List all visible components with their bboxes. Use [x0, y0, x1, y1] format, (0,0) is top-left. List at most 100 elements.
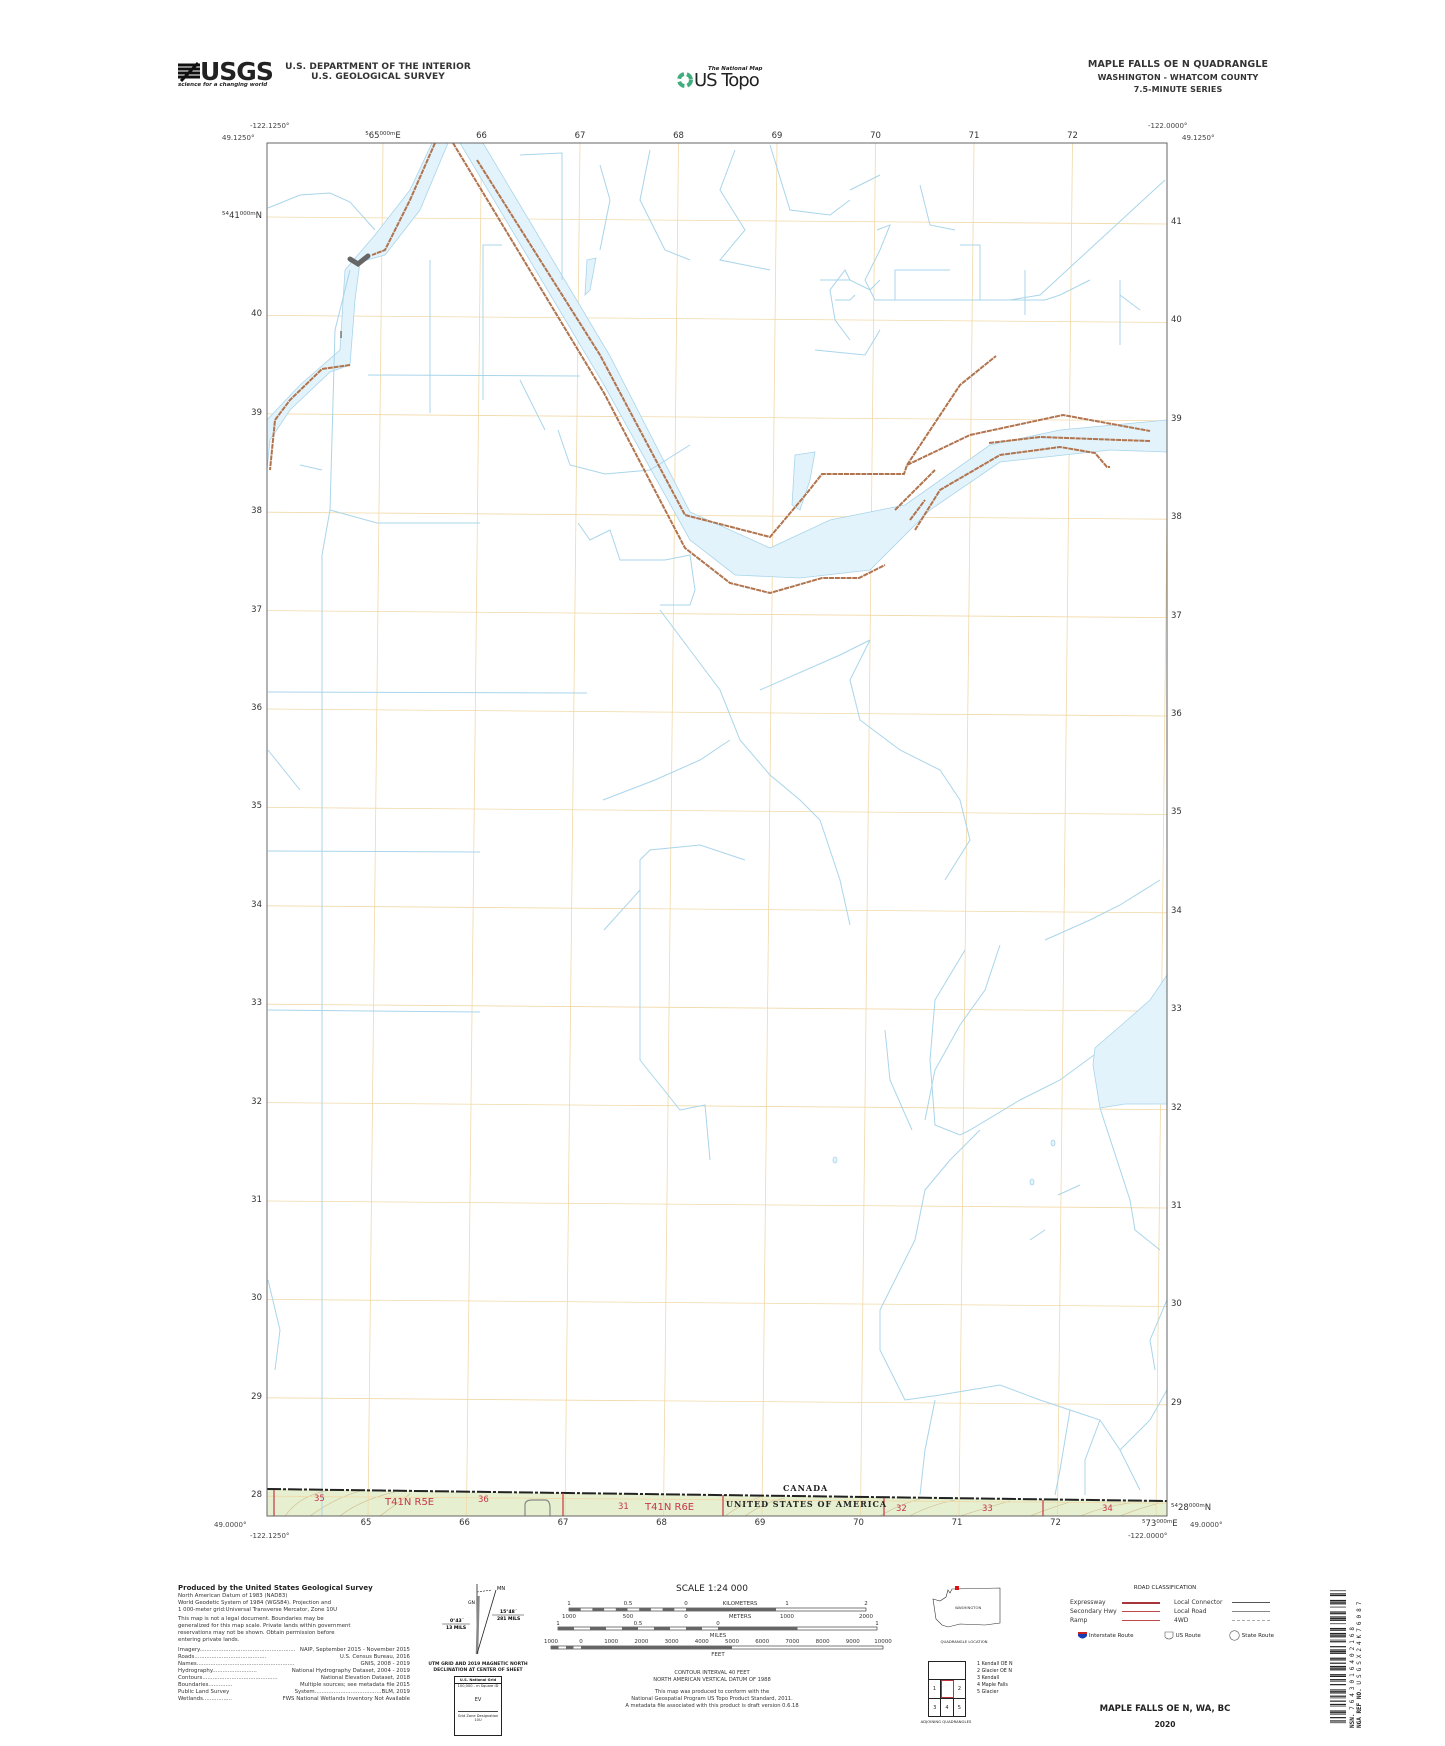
source-row: Contours................................…: [178, 1675, 410, 1682]
grid-line-northing: [267, 1299, 1167, 1307]
gn-label: GN: [468, 1600, 475, 1606]
grid-line-easting: [663, 143, 679, 1516]
scale-tick-label: 9000: [846, 1639, 860, 1645]
ne-latitude: 49.1250°: [1182, 134, 1215, 142]
grid-label-unit: N: [1204, 1503, 1212, 1513]
ref-label: NGA REF NO.: [1356, 1688, 1363, 1728]
grid-label: 69: [755, 1518, 766, 1528]
scale-bar-segment: [718, 1627, 798, 1630]
disclaimer-line: generalized for this map scale. Private …: [178, 1623, 351, 1629]
standard-line: This map was produced to conform with th…: [654, 1689, 770, 1695]
grid-label-value: 71: [968, 131, 980, 141]
grid-line-northing: [267, 610, 1167, 618]
river-west-channel: [267, 143, 449, 471]
mag-angle: 15°48´: [500, 1609, 518, 1615]
road-local: [524, 1499, 551, 1516]
grid-label-value: 67: [574, 131, 586, 141]
grid-label: 71: [969, 131, 980, 141]
grid-line-northing: [267, 807, 1167, 815]
grid-label-value: 34: [251, 899, 262, 910]
grid-label-unit: E: [395, 131, 401, 141]
grid-label: 35: [1171, 807, 1182, 817]
barcode-bar: [1330, 1634, 1346, 1636]
barcode-bar: [1330, 1603, 1346, 1605]
grid-label: 40: [1171, 315, 1182, 325]
grid-label: 31: [251, 1195, 262, 1205]
grid-label-value: 68: [673, 131, 684, 141]
datum-line: 1 000-meter grid:Universal Transverse Me…: [178, 1607, 338, 1613]
grid-line-northing: [267, 1200, 1167, 1209]
grid-label-value: 39: [1171, 413, 1182, 424]
township-label-east: T41N R6E: [645, 1502, 695, 1513]
adjoining-name: 4 Maple Falls: [977, 1683, 1008, 1688]
vertical-datum: NORTH AMERICAN VERTICAL DATUM OF 1988: [653, 1677, 771, 1683]
streams: [267, 144, 1167, 1516]
barcode-bar: [1330, 1657, 1346, 1659]
road-river-spur: [909, 499, 926, 521]
barcode-bar: [1330, 1646, 1346, 1648]
ref-number: USGSX24K76087: [1356, 1598, 1363, 1685]
grid-label-value: 38: [251, 506, 262, 517]
grid-line-easting: [1057, 143, 1073, 1516]
grid-line-northing: [267, 315, 1167, 323]
scale-tick-label: 0.5: [624, 1601, 633, 1607]
scale-tick-label: 2: [864, 1601, 868, 1607]
scale-bar-segment: [590, 1627, 606, 1630]
road-legend-row: Expressway Local Connector: [1070, 1598, 1275, 1607]
adjoining-caption: ADJOINING QUADRANGLES: [920, 1719, 972, 1724]
road-river-south: [914, 445, 1110, 531]
source-row: Roads...................................…: [178, 1654, 410, 1661]
footer-year: 2020: [1154, 1720, 1176, 1729]
road-west-lower: [269, 364, 351, 471]
grid-label-prefix: 5: [1142, 1519, 1146, 1525]
scale-tick-label: 0: [684, 1614, 688, 1620]
scale-tick-label: 2000: [634, 1639, 648, 1645]
barcode-bar: [1330, 1594, 1346, 1597]
barcode-bar: [1330, 1623, 1346, 1625]
grid-label: 39: [251, 408, 262, 418]
scale-tick-label: 10000: [874, 1639, 892, 1645]
grid-label: 37: [251, 605, 262, 615]
grid-label-value: 32: [1171, 1102, 1182, 1113]
barcode-bar: [1330, 1692, 1346, 1694]
usgs-wave-icon: [178, 62, 200, 82]
grid-label: 29: [251, 1392, 262, 1402]
disclaimer-line: entering private lands.: [178, 1637, 240, 1643]
grid-line-northing: [267, 905, 1167, 914]
source-value: NAIP, September 2015 - November 2015: [299, 1647, 410, 1653]
barcode-bar: [1330, 1689, 1346, 1691]
grid-label-value: 73: [1145, 1519, 1157, 1529]
adjoining-cell: 4: [941, 1699, 954, 1717]
grid-label: 34: [1171, 906, 1182, 916]
barcode-bar: [1330, 1593, 1346, 1595]
barcode-bar: [1330, 1705, 1346, 1707]
barcode-bar: [1330, 1717, 1346, 1719]
map-neatline: [266, 142, 1168, 1517]
barcode-bar: [1330, 1613, 1346, 1615]
barcode-bar: [1330, 1618, 1346, 1620]
road-classification-title: ROAD CLASSIFICATION: [1133, 1585, 1197, 1591]
datum-line: World Geodetic System of 1984 (WGS84). P…: [178, 1600, 332, 1606]
grid-label: 5441000mN: [222, 211, 262, 221]
section-number: 31: [618, 1502, 629, 1512]
scale-tick-label: 0: [579, 1639, 583, 1645]
se-longitude: -122.0000°: [1128, 1532, 1168, 1540]
scale-bar-segment: [592, 1608, 605, 1611]
grid-label-value: 31: [251, 1195, 262, 1205]
barcode-bar: [1330, 1619, 1346, 1621]
barcode-bar: [1330, 1649, 1346, 1651]
us-route-shield-icon: [1164, 1631, 1173, 1639]
source-label: Names...................................…: [178, 1661, 295, 1667]
road-type-label: Ramp: [1070, 1617, 1088, 1624]
scale-tick-label: 1: [875, 1621, 879, 1627]
barcode-bar: [1330, 1651, 1346, 1653]
road-west-upper: [371, 143, 436, 256]
scale-bar-segment: [654, 1627, 670, 1630]
barcode-bar: [1330, 1679, 1346, 1681]
source-value: U.S. Census Bureau, 2016: [339, 1654, 410, 1660]
road-highway-upper: [476, 159, 1151, 539]
grid-label: 68: [673, 131, 684, 141]
grid-line-northing: [267, 413, 1167, 422]
